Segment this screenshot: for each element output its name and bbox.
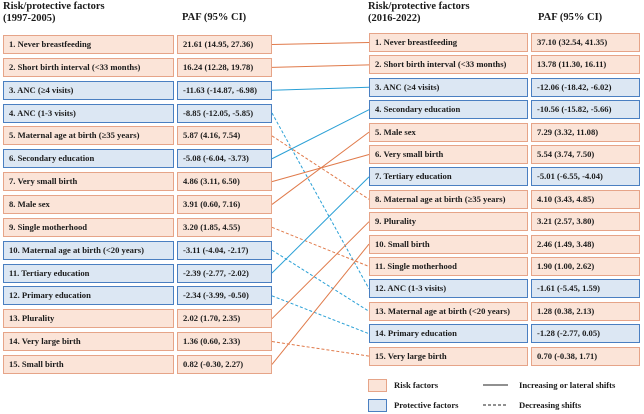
- shift-line-2-to-2: [271, 64, 370, 68]
- right-paf-value: 2.46 (1.49, 3.48): [531, 235, 640, 254]
- right-factor-label: 6. Very small birth: [369, 145, 528, 164]
- legend-solid-label: Increasing or lateral shifts: [519, 380, 616, 390]
- left-paf-value: 4.86 (3.11, 6.50): [177, 172, 272, 191]
- legend-protective-swatch: [368, 399, 387, 412]
- right-paf-value: -1.61 (-5.45, 1.59): [531, 279, 640, 298]
- left-factor-label: 5. Maternal age at birth (≥35 years): [3, 126, 174, 145]
- left-paf-header: PAF (95% CI): [182, 12, 247, 23]
- right-paf-value: 1.28 (0.38, 2.13): [531, 302, 640, 321]
- left-factor-label: 4. ANC (1-3 visits): [3, 104, 174, 123]
- right-factor-label: 14. Primary education: [369, 324, 528, 343]
- legend-protective-label: Protective factors: [394, 400, 459, 410]
- right-paf-value: -10.56 (-15.82, -5.66): [531, 100, 640, 119]
- right-factor-label: 5. Male sex: [369, 123, 528, 142]
- right-factor-label: 10. Small birth: [369, 235, 528, 254]
- left-paf-value: 21.61 (14.95, 27.36): [177, 35, 272, 54]
- right-title: Risk/protective factors (2016-2022): [368, 1, 470, 25]
- left-paf-value: -8.85 (-12.05, -5.85): [177, 104, 272, 123]
- right-factor-label: 9. Plurality: [369, 212, 528, 231]
- right-paf-value: -12.06 (-18.42, -6.02): [531, 78, 640, 97]
- shift-line-8-to-5: [271, 131, 370, 205]
- left-title-line2: (1997-2005): [3, 13, 56, 24]
- right-paf-value: 7.29 (3.32, 11.08): [531, 123, 640, 142]
- left-factor-label: 10. Maternal age at birth (<20 years): [3, 241, 174, 260]
- shift-line-15-to-10: [271, 243, 370, 365]
- left-paf-value: -3.11 (-4.04, -2.17): [177, 241, 272, 260]
- left-factor-label: 14. Very large birth: [3, 332, 174, 351]
- right-paf-value: 3.21 (2.57, 3.80): [531, 212, 640, 231]
- left-factor-label: 2. Short birth interval (<33 months): [3, 58, 174, 77]
- left-factor-label: 13. Plurality: [3, 309, 174, 328]
- left-paf-value: -5.08 (-6.04, -3.73): [177, 149, 272, 168]
- left-paf-value: 3.20 (1.85, 4.55): [177, 218, 272, 237]
- left-paf-value: 0.82 (-0.30, 2.27): [177, 355, 272, 374]
- right-paf-value: -1.28 (-2.77, 0.05): [531, 324, 640, 343]
- legend-dashed-label: Decreasing shifts: [519, 400, 582, 410]
- right-paf-value: -5.01 (-6.55, -4.04): [531, 167, 640, 186]
- right-factor-label: 15. Very large birth: [369, 347, 528, 366]
- right-factor-label: 8. Maternal age at birth (≥35 years): [369, 190, 528, 209]
- shift-line-11-to-7: [271, 176, 370, 274]
- left-paf-value: 16.24 (12.28, 19.78): [177, 58, 272, 77]
- right-paf-value: 4.10 (3.43, 4.85): [531, 190, 640, 209]
- right-paf-header: PAF (95% CI): [538, 12, 603, 23]
- shift-line-10-to-13: [271, 249, 370, 312]
- right-factor-label: 4. Secondary education: [369, 100, 528, 119]
- left-factor-label: 11. Tertiary education: [3, 264, 174, 283]
- right-factor-label: 11. Single motherhood: [369, 257, 528, 276]
- left-paf-value: 1.36 (0.60, 2.33): [177, 332, 272, 351]
- left-paf-value: 3.91 (0.60, 7.16): [177, 195, 272, 214]
- left-factor-label: 8. Male sex: [3, 195, 174, 214]
- right-paf-value: 37.10 (32.54, 41.35): [531, 33, 640, 52]
- right-paf-value: 1.90 (1.00, 2.62): [531, 257, 640, 276]
- left-title-line1: Risk/protective factors: [3, 1, 105, 12]
- right-factor-label: 1. Never breastfeeding: [369, 33, 528, 52]
- shift-line-13-to-9: [271, 221, 370, 320]
- right-paf-value: 13.78 (11.30, 16.11): [531, 55, 640, 74]
- left-factor-label: 3. ANC (≥4 visits): [3, 81, 174, 100]
- left-paf-value: 2.02 (1.70, 2.35): [177, 309, 272, 328]
- right-paf-value: 0.70 (-0.38, 1.71): [531, 347, 640, 366]
- right-factor-label: 13. Maternal age at birth (<20 years): [369, 302, 528, 321]
- left-paf-value: 5.87 (4.16, 7.54): [177, 126, 272, 145]
- shift-line-1-to-1: [271, 42, 370, 45]
- left-paf-value: -2.34 (-3.99, -0.50): [177, 286, 272, 305]
- right-factor-label: 3. ANC (≥4 visits): [369, 78, 528, 97]
- right-factor-label: 2. Short birth interval (<33 months): [369, 55, 528, 74]
- left-factor-label: 6. Secondary education: [3, 149, 174, 168]
- right-title-line2: (2016-2022): [368, 13, 421, 24]
- shift-line-6-to-4: [271, 109, 370, 160]
- left-factor-label: 15. Small birth: [3, 355, 174, 374]
- shift-line-9-to-11: [271, 226, 370, 267]
- right-title-line1: Risk/protective factors: [368, 1, 470, 12]
- right-factor-label: 12. ANC (1-3 visits): [369, 279, 528, 298]
- legend-risk-label: Risk factors: [394, 380, 439, 390]
- shift-line-3-to-3: [271, 86, 370, 91]
- left-factor-label: 1. Never breastfeeding: [3, 35, 174, 54]
- left-paf-value: -11.63 (-14.87, -6.98): [177, 81, 272, 100]
- legend-risk-swatch: [368, 379, 387, 392]
- left-factor-label: 9. Single motherhood: [3, 218, 174, 237]
- left-factor-label: 7. Very small birth: [3, 172, 174, 191]
- left-title: Risk/protective factors (1997-2005): [3, 1, 105, 25]
- left-factor-label: 12. Primary education: [3, 286, 174, 305]
- left-paf-value: -2.39 (-2.77, -2.02): [177, 264, 272, 283]
- right-factor-label: 7. Tertiary education: [369, 167, 528, 186]
- right-paf-value: 5.54 (3.74, 7.50): [531, 145, 640, 164]
